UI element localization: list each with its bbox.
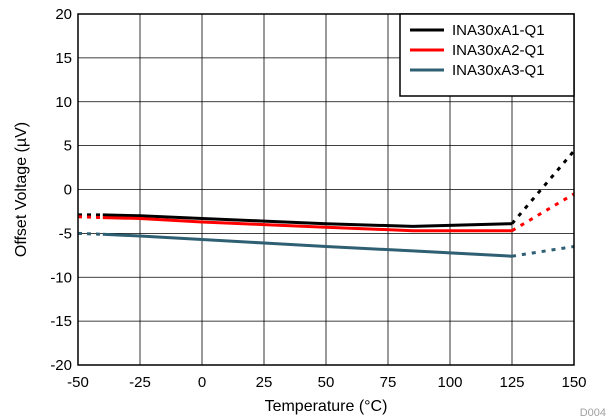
series-lines	[77, 149, 576, 258]
series-line-extrapolated-low	[77, 215, 103, 220]
y-tick-label: -5	[59, 225, 72, 242]
legend-label: INA30xA2-Q1	[452, 42, 545, 59]
legend-label: INA30xA1-Q1	[452, 22, 545, 39]
series-line	[102, 213, 513, 228]
y-tick-label: 15	[55, 50, 72, 67]
x-tick-label: 150	[561, 374, 586, 391]
y-tick-label: 10	[55, 94, 72, 111]
figure-code: D004	[580, 407, 606, 419]
x-tick-label: 75	[380, 374, 397, 391]
x-tick-label: 25	[256, 374, 273, 391]
x-axis-label: Temperature (°C)	[265, 398, 388, 415]
x-tick-label: -50	[67, 374, 89, 391]
series-line-extrapolated-high	[511, 245, 575, 258]
legend-label: INA30xA3-Q1	[452, 62, 545, 79]
series-line	[102, 232, 513, 258]
y-axis-label: Offset Voltage (µV)	[13, 122, 30, 257]
x-tick-labels: -50 -25 0 25 50 75 100 125 150	[67, 374, 586, 391]
y-tick-label: -15	[50, 313, 72, 330]
x-tick-label: 125	[499, 374, 524, 391]
y-tick-label: 20	[55, 6, 72, 23]
y-tick-label: -10	[50, 269, 72, 286]
x-tick-label: 100	[437, 374, 462, 391]
x-tick-label: -25	[129, 374, 151, 391]
legend: INA30xA1-Q1 INA30xA2-Q1 INA30xA3-Q1	[399, 13, 575, 97]
series-line-extrapolated-low	[77, 231, 103, 236]
y-tick-label: 0	[64, 182, 72, 199]
series-line	[102, 216, 512, 233]
x-tick-label: 0	[198, 374, 206, 391]
y-tick-labels: -20 -15 -10 -5 0 5 10 15 20	[50, 6, 72, 374]
x-tick-label: 50	[318, 374, 335, 391]
plot-frame	[77, 13, 575, 366]
series-line-extrapolated-high	[510, 149, 576, 225]
y-tick-label: -20	[50, 357, 72, 374]
y-tick-label: 5	[64, 138, 72, 155]
series-line-extrapolated-high	[511, 192, 575, 232]
legend-box	[399, 13, 575, 97]
